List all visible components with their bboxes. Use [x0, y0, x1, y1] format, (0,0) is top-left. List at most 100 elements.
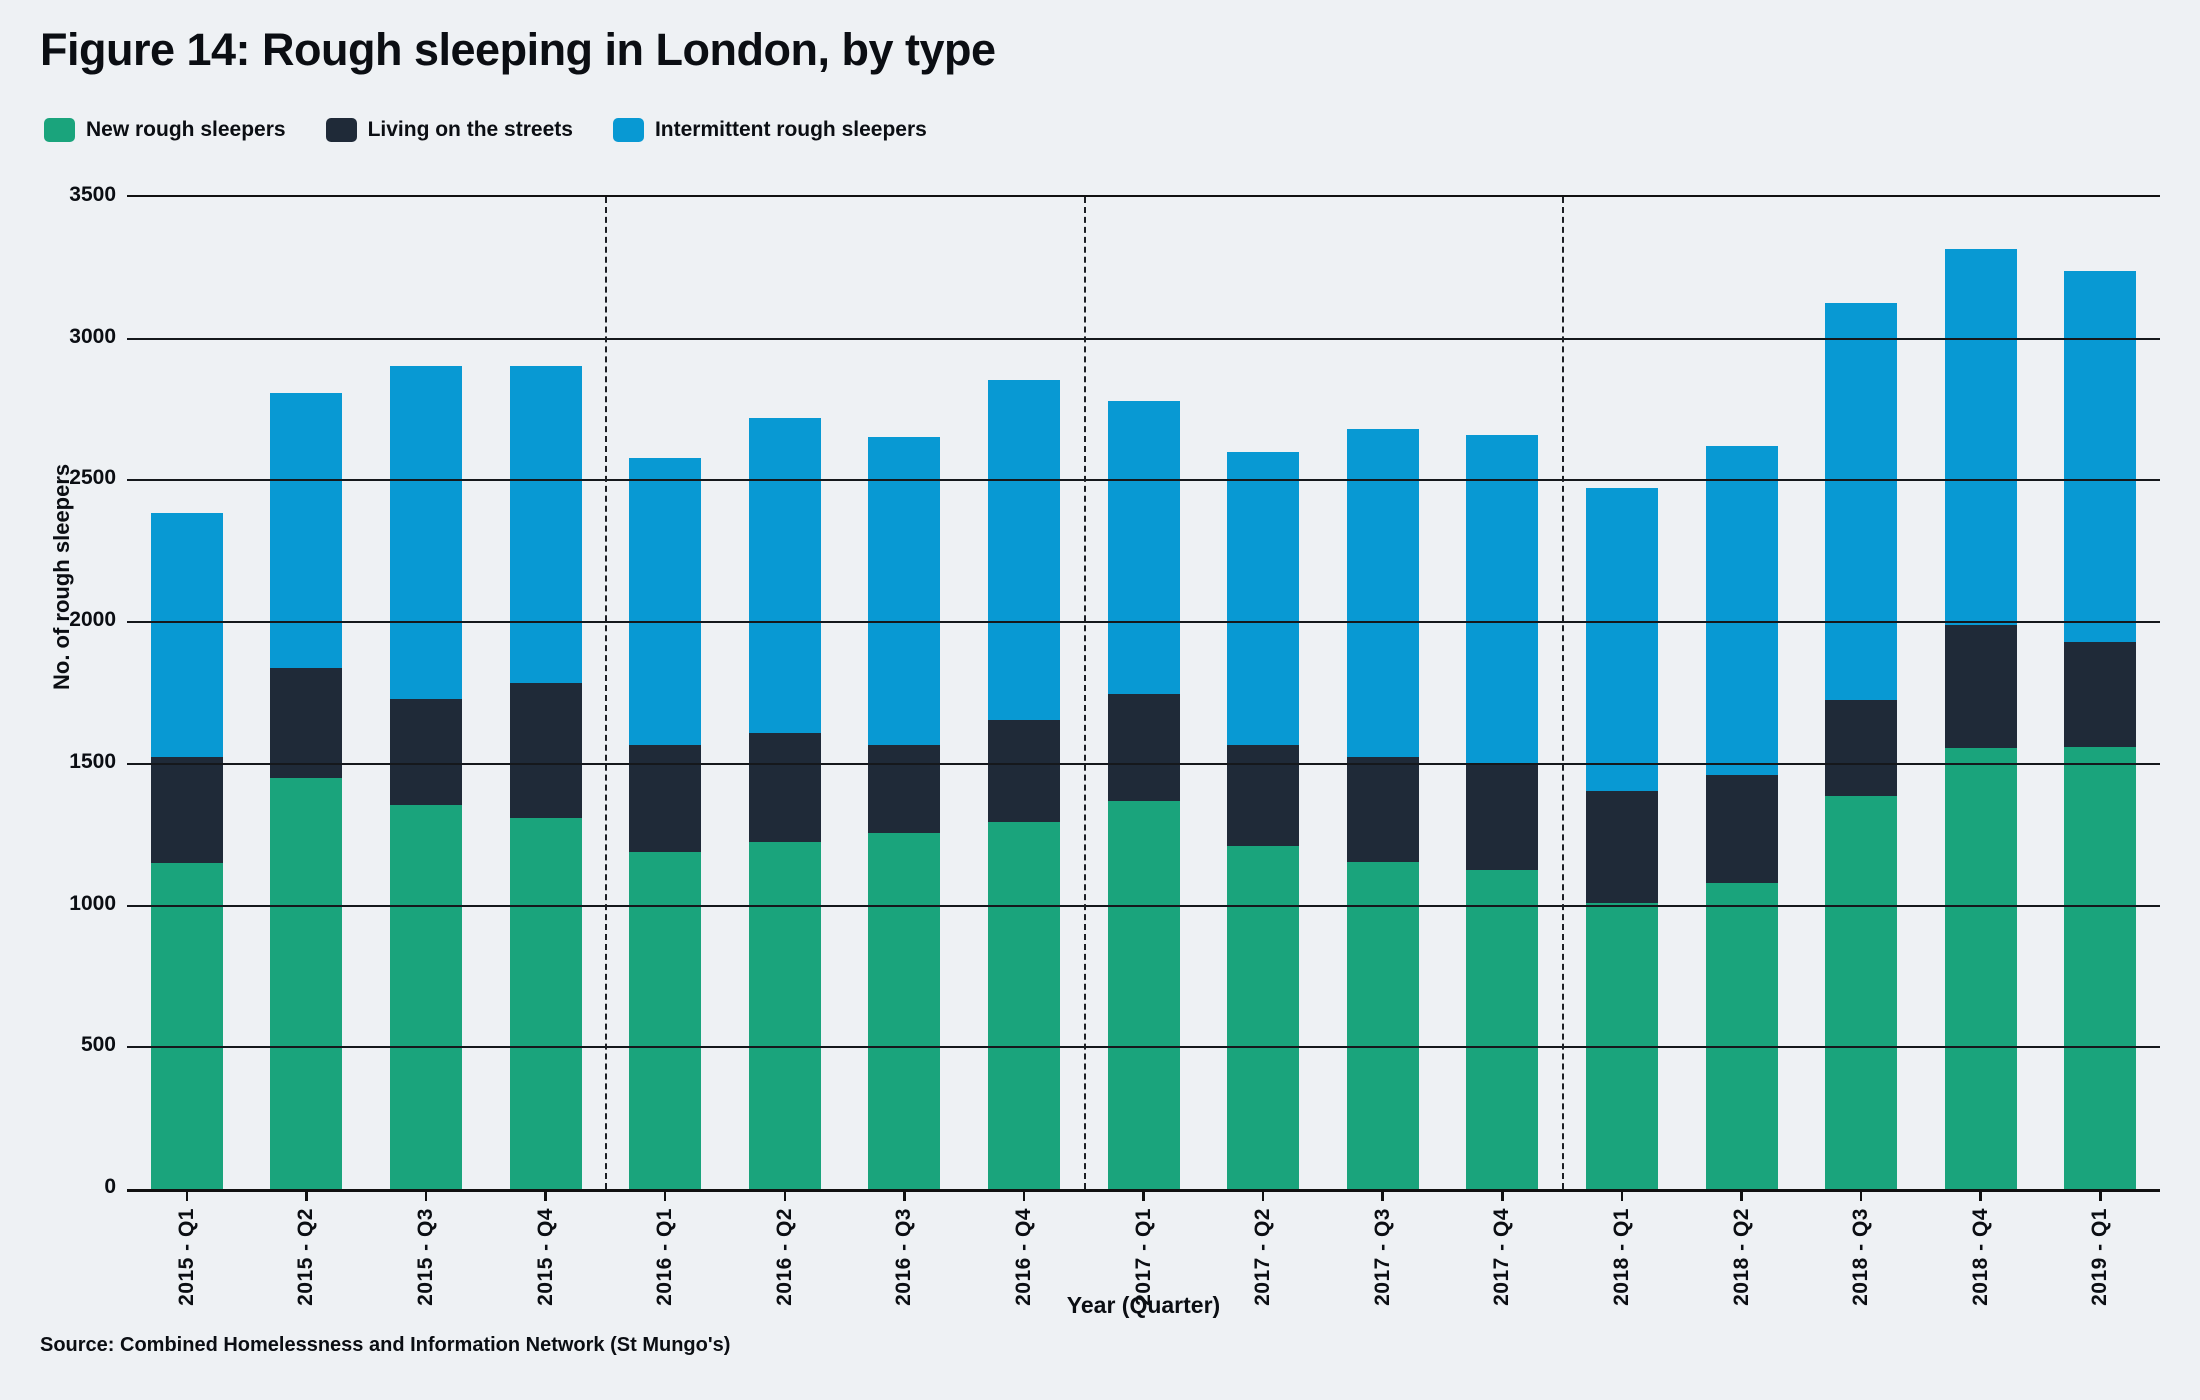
- x-axis-tick: [1261, 1190, 1265, 1201]
- x-axis-tick: [903, 1190, 906, 1201]
- segment-living-on-the-streets: [1107, 694, 1180, 801]
- bar-2016-q4: [987, 197, 1060, 1189]
- source-note: Source: Combined Homelessness and Inform…: [40, 1334, 731, 1356]
- tick-slot: [247, 1190, 367, 1202]
- segment-new-rough-sleepers: [748, 841, 821, 1189]
- segment-new-rough-sleepers: [1585, 902, 1658, 1189]
- legend-label: New rough sleepers: [86, 118, 286, 141]
- bar-slot: [486, 197, 606, 1189]
- gridline: [127, 904, 2160, 907]
- segment-intermittent-rough-sleepers: [868, 436, 941, 746]
- segment-living-on-the-streets: [2064, 642, 2137, 747]
- bars-container: [127, 197, 2160, 1189]
- y-tick-label: 0: [104, 1175, 116, 1198]
- tick-slot: [486, 1190, 606, 1202]
- bar-slot: [1203, 197, 1323, 1189]
- bar-2016-q2: [748, 197, 821, 1189]
- legend-item-intermittent: Intermittent rough sleepers: [612, 118, 927, 142]
- y-tick-label: 3000: [69, 324, 116, 348]
- segment-intermittent-rough-sleepers: [509, 365, 582, 684]
- tick-slot: [127, 1190, 247, 1202]
- page-title: Figure 14: Rough sleeping in London, by …: [40, 24, 996, 75]
- x-axis-tick: [1859, 1190, 1863, 1201]
- legend-swatch-intermittent-icon: [612, 118, 644, 142]
- bar-slot: [725, 197, 845, 1189]
- bar-slot: [845, 197, 965, 1189]
- segment-living-on-the-streets: [150, 756, 223, 864]
- bar-slot: [605, 197, 725, 1189]
- y-tick-label: 1000: [69, 891, 116, 915]
- segment-living-on-the-streets: [748, 732, 821, 842]
- legend-swatch-living-on-streets-icon: [325, 118, 357, 142]
- x-axis-tick: [185, 1190, 189, 1201]
- segment-intermittent-rough-sleepers: [748, 418, 821, 733]
- tick-slot: [1203, 1190, 1323, 1202]
- bar-2015-q2: [270, 197, 343, 1189]
- segment-living-on-the-streets: [987, 719, 1060, 822]
- x-axis-tick: [1501, 1190, 1504, 1201]
- legend-swatch-new-rough-sleepers-icon: [44, 118, 75, 142]
- segment-intermittent-rough-sleepers: [1825, 303, 1898, 701]
- segment-intermittent-rough-sleepers: [1585, 487, 1658, 791]
- plot-area: [127, 195, 2160, 1192]
- segment-new-rough-sleepers: [270, 778, 343, 1189]
- tick-slot: [2041, 1190, 2161, 1202]
- segment-intermittent-rough-sleepers: [629, 457, 702, 746]
- bar-slot: [1682, 197, 1802, 1189]
- segment-intermittent-rough-sleepers: [389, 365, 462, 699]
- segment-new-rough-sleepers: [150, 863, 223, 1189]
- bar-2017-q3: [1346, 197, 1419, 1189]
- tick-slot: [1921, 1190, 2041, 1202]
- segment-new-rough-sleepers: [629, 851, 702, 1189]
- year-separator-dashed-line: [605, 197, 608, 1189]
- year-separator-dashed-line: [1562, 197, 1565, 1189]
- x-axis-tick: [1142, 1190, 1145, 1201]
- x-axis-tick: [544, 1190, 547, 1201]
- bar-2017-q1: [1107, 197, 1180, 1189]
- bar-2017-q4: [1466, 197, 1539, 1189]
- segment-living-on-the-streets: [1585, 790, 1658, 903]
- bar-slot: [1084, 197, 1204, 1189]
- segment-intermittent-rough-sleepers: [1466, 435, 1539, 764]
- tick-slot: [725, 1190, 845, 1202]
- legend-item-new-rough-sleepers: New rough sleepers: [44, 118, 286, 142]
- x-axis-tick: [1022, 1190, 1026, 1201]
- segment-new-rough-sleepers: [1346, 861, 1419, 1189]
- bar-2015-q4: [509, 197, 582, 1189]
- tick-slot: [366, 1190, 486, 1202]
- segment-living-on-the-streets: [389, 698, 462, 805]
- tick-slot: [1682, 1190, 1802, 1202]
- y-axis-tick-labels: 3500 3000 2500 2000 1500 1000 500 0: [0, 183, 116, 1198]
- tick-slot: [1323, 1190, 1443, 1202]
- gridline: [127, 621, 2160, 624]
- bar-slot: [127, 197, 247, 1189]
- segment-living-on-the-streets: [1227, 745, 1300, 847]
- bar-2018-q4: [1944, 197, 2017, 1189]
- bar-slot: [247, 197, 367, 1189]
- bar-slot: [366, 197, 486, 1189]
- segment-new-rough-sleepers: [1466, 870, 1539, 1189]
- segment-intermittent-rough-sleepers: [2064, 270, 2137, 642]
- x-axis-ticks: [127, 1190, 2160, 1202]
- bar-2018-q2: [1705, 197, 1778, 1189]
- segment-intermittent-rough-sleepers: [1227, 452, 1300, 746]
- y-tick-label: 1500: [69, 749, 116, 773]
- bar-slot: [1562, 197, 1682, 1189]
- segment-intermittent-rough-sleepers: [1705, 446, 1778, 776]
- segment-living-on-the-streets: [629, 745, 702, 852]
- segment-living-on-the-streets: [868, 745, 941, 834]
- bar-2019-q1: [2064, 197, 2137, 1189]
- x-axis-tick: [663, 1190, 667, 1201]
- bar-slot: [964, 197, 1084, 1189]
- bar-slot: [1801, 197, 1921, 1189]
- gridline: [127, 1046, 2160, 1049]
- bar-slot: [1443, 197, 1563, 1189]
- segment-new-rough-sleepers: [1227, 846, 1300, 1189]
- bar-2017-q2: [1227, 197, 1300, 1189]
- tick-slot: [1084, 1190, 1204, 1202]
- bar-2015-q1: [150, 197, 223, 1189]
- legend-item-living-on-streets: Living on the streets: [325, 118, 573, 142]
- x-axis-tick: [783, 1190, 787, 1201]
- bar-2018-q3: [1825, 197, 1898, 1189]
- y-tick-label: 3500: [69, 183, 116, 206]
